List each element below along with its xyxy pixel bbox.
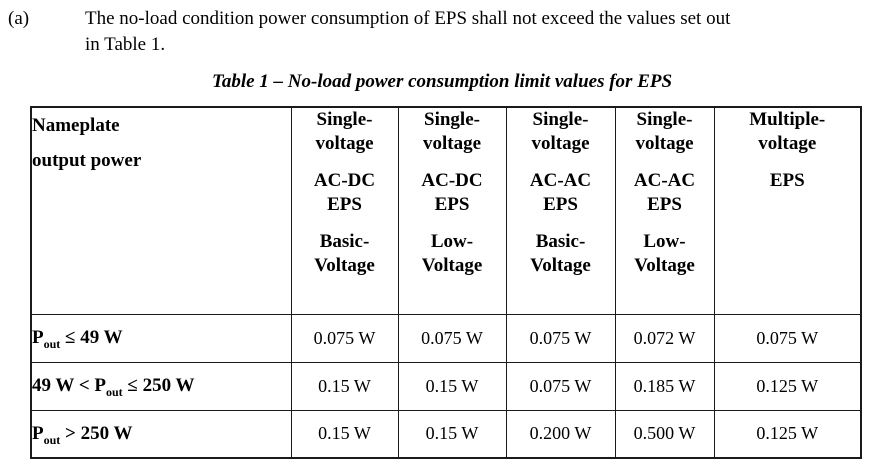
header-block: AC-DC EPS <box>399 169 506 217</box>
header-block: EPS <box>715 169 861 193</box>
value-cell: 0.15 W <box>290 361 399 411</box>
table-row: 49 W < Pout ≤ 250 W 0.15 W 0.15 W 0.075 W 0.… <box>30 361 862 411</box>
header-block: Low- Voltage <box>399 230 506 278</box>
header-line: EPS <box>769 170 805 191</box>
header-block: AC-AC EPS <box>507 169 615 217</box>
value-cell: 0.075 W <box>290 313 399 363</box>
list-item-label: (a) <box>8 8 30 29</box>
eps-no-load-table: Nameplate output power Single-voltage AC-D… <box>30 106 862 459</box>
header-line: Single- <box>532 109 589 130</box>
table-caption: Table 1 – No-load power consumption limi… <box>211 71 673 92</box>
header-line: Voltage <box>634 255 695 276</box>
value-cell: 0.15 W <box>397 361 507 411</box>
table-row: Pout > 250 W 0.15 W 0.15 W 0.200 W 0.500 W 0.… <box>30 409 862 459</box>
header-block: Single-voltage <box>399 108 506 156</box>
header-line: voltage <box>531 133 590 154</box>
header-cell-multiple-voltage-eps: Multiple-voltage EPS <box>713 106 862 315</box>
value-cell: 0.075 W <box>505 361 616 411</box>
header-line: Low- <box>430 231 474 252</box>
value-cell: 0.072 W <box>614 313 715 363</box>
paragraph-text: The no-load condition power consumption … <box>85 6 860 58</box>
value-cell: 0.125 W <box>713 409 862 459</box>
header-line: Basic- <box>535 231 586 252</box>
header-line: Multiple- <box>749 109 826 130</box>
value-cell: 0.200 W <box>505 409 616 459</box>
header-block: Multiple-voltage <box>715 108 861 156</box>
header-block: Single-voltage <box>616 108 714 156</box>
intro-paragraph: (a) The no-load condition power consumpt… <box>8 6 884 58</box>
header-line: AC-DC <box>421 170 483 191</box>
corner-header-line: Nameplate <box>32 115 120 136</box>
header-cell-single-voltage-ac-ac-eps-low-voltage: Single-voltage AC-AC EPS Low- Voltage <box>614 106 715 315</box>
header-cell-single-voltage-ac-dc-eps-basic-voltage: Single-voltage AC-DC EPS Basic- Voltage <box>290 106 399 315</box>
paragraph-line: The no-load condition power consumption … <box>85 8 731 29</box>
row-label: 49 W < Pout ≤ 250 W <box>30 361 292 411</box>
table-header-row: Nameplate output power Single-voltage AC-D… <box>30 106 862 315</box>
value-cell: 0.075 W <box>397 313 507 363</box>
paragraph-line: in Table 1. <box>85 34 166 55</box>
header-block: Low- Voltage <box>616 230 714 278</box>
header-line: AC-AC <box>529 170 592 191</box>
value-cell: 0.185 W <box>614 361 715 411</box>
header-line: EPS <box>327 194 362 215</box>
header-line: voltage <box>758 133 817 154</box>
header-line: AC-AC <box>633 170 696 191</box>
header-line: voltage <box>635 133 694 154</box>
value-cell: 0.500 W <box>614 409 715 459</box>
header-line: Voltage <box>314 255 375 276</box>
header-line: Basic- <box>319 231 370 252</box>
header-block: Basic- Voltage <box>292 230 398 278</box>
header-line: EPS <box>647 194 682 215</box>
header-line: EPS <box>543 194 578 215</box>
header-block: Single-voltage <box>507 108 615 156</box>
header-line: Single- <box>316 109 373 130</box>
header-line: voltage <box>315 133 374 154</box>
corner-header-line: output power <box>32 150 142 171</box>
header-block: Single-voltage <box>292 108 398 156</box>
value-cell: 0.075 W <box>505 313 616 363</box>
header-line: Voltage <box>530 255 591 276</box>
header-line: AC-DC <box>313 170 376 191</box>
value-cell: 0.15 W <box>290 409 399 459</box>
header-line: voltage <box>422 133 482 154</box>
header-block: AC-DC EPS <box>292 169 398 217</box>
header-line: Single- <box>636 109 693 130</box>
row-label: Pout > 250 W <box>30 409 292 459</box>
value-cell: 0.15 W <box>397 409 507 459</box>
row-label: Pout ≤ 49 W <box>30 313 292 363</box>
header-line: Single- <box>424 109 480 130</box>
header-cell-nameplate: Nameplate output power <box>30 106 292 315</box>
header-block: AC-AC EPS <box>616 169 714 217</box>
header-cell-single-voltage-ac-ac-eps-basic-voltage: Single-voltage AC-AC EPS Basic- Voltage <box>505 106 616 315</box>
header-line: EPS <box>434 194 470 215</box>
value-cell: 0.125 W <box>713 361 862 411</box>
header-block: Basic- Voltage <box>507 230 615 278</box>
header-line: Low- <box>643 231 686 252</box>
value-cell: 0.075 W <box>713 313 862 363</box>
header-line: Voltage <box>421 255 483 276</box>
header-cell-single-voltage-ac-dc-eps-low-voltage: Single-voltage AC-DC EPS Low- Voltage <box>397 106 507 315</box>
